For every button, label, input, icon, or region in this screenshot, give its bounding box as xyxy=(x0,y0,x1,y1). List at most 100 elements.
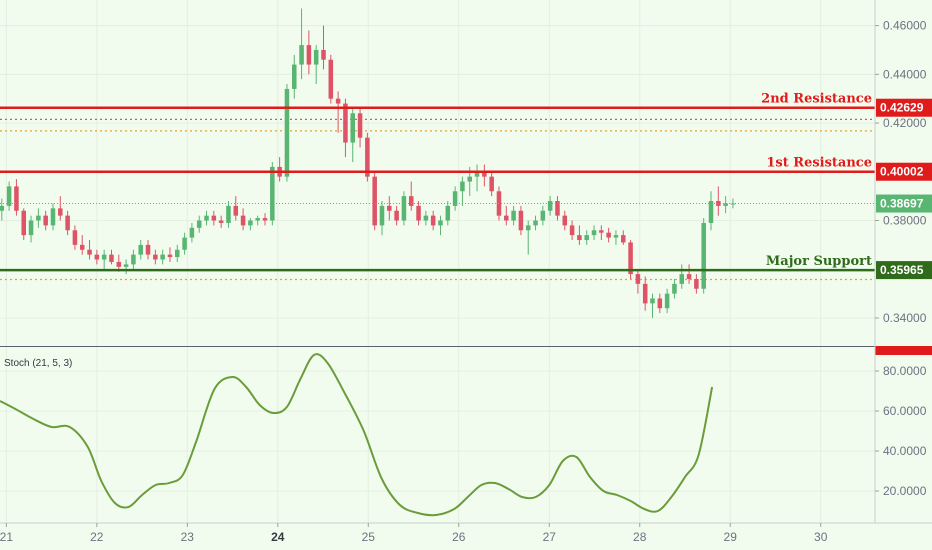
candle-body xyxy=(599,230,604,233)
candle-body xyxy=(321,49,326,60)
candle-up xyxy=(701,218,706,294)
time-tick-label: 27 xyxy=(543,530,557,544)
price-tick-label: 0.38000 xyxy=(883,214,927,228)
candle-body xyxy=(284,88,290,177)
time-tick-label: 28 xyxy=(633,530,647,544)
candle-down xyxy=(569,220,575,241)
candle-down xyxy=(365,132,370,182)
candlestick-series xyxy=(0,8,736,318)
candle-body xyxy=(547,201,553,211)
candle-up xyxy=(533,215,538,231)
candle-up xyxy=(36,208,41,228)
stoch-tick-label: 40.0000 xyxy=(883,444,927,458)
candle-body xyxy=(116,261,122,267)
candle-body xyxy=(211,215,217,221)
candle-body xyxy=(577,235,582,241)
candle-body xyxy=(672,283,677,294)
candle-body xyxy=(160,254,165,260)
candle-down xyxy=(577,225,582,245)
current-price-tag-text: 0.38697 xyxy=(880,197,924,211)
candle-up xyxy=(423,210,429,226)
candle-body xyxy=(189,227,195,238)
candle-down xyxy=(657,293,663,314)
price-axis: 0.46000 0.44000 0.42000 0.38000 0.34000 xyxy=(875,19,927,325)
candle-up xyxy=(474,164,480,192)
candle-up xyxy=(123,259,129,275)
candle-body xyxy=(109,254,114,262)
candle-up xyxy=(723,196,728,214)
candle-body xyxy=(21,210,27,236)
stoch-axis: 80.0000 60.0000 40.0000 20.0000 xyxy=(875,364,927,498)
candle-down xyxy=(145,240,151,260)
candle-body xyxy=(335,98,341,104)
candle-body xyxy=(430,215,436,226)
candle-body xyxy=(0,205,5,211)
level-label: 2nd Resistance xyxy=(761,92,872,107)
candle-body xyxy=(525,225,531,231)
candle-body xyxy=(313,49,319,65)
candle-down xyxy=(562,210,568,231)
candle-body xyxy=(613,235,619,238)
candle-body xyxy=(591,230,597,236)
time-tick-label: 24 xyxy=(271,530,285,544)
candle-up xyxy=(160,249,165,265)
level-price-tag xyxy=(876,98,932,117)
candle-body xyxy=(94,254,100,260)
time-axis: 21 22 23 24 25 26 27 28 29 30 xyxy=(0,523,828,544)
candle-down xyxy=(686,264,692,284)
level-label: 1st Resistance xyxy=(766,156,872,171)
candle-body xyxy=(328,59,334,99)
candle-down xyxy=(94,249,100,265)
candle-body xyxy=(145,244,151,255)
candle-body xyxy=(196,220,202,228)
candle-up xyxy=(6,181,12,211)
time-tick-label: 23 xyxy=(181,530,195,544)
candle-down xyxy=(262,213,268,226)
candle-up xyxy=(50,203,56,231)
candle-body xyxy=(58,208,63,216)
candle-up xyxy=(189,222,195,243)
stoch-tick-label: 20.0000 xyxy=(883,484,927,498)
candle-down xyxy=(599,225,604,241)
candle-body xyxy=(482,171,487,177)
candle-down xyxy=(306,30,312,75)
candle-body xyxy=(701,222,706,289)
candle-body xyxy=(204,215,209,221)
candle-body xyxy=(606,232,611,238)
candle-down xyxy=(109,249,114,265)
candle-body xyxy=(350,113,356,143)
level-label: Major Support xyxy=(766,254,872,269)
candle-down xyxy=(14,179,19,216)
pane-divider xyxy=(0,346,875,347)
candle-body xyxy=(679,274,685,284)
candle-body xyxy=(306,45,312,65)
time-tick-label: 21 xyxy=(0,530,13,544)
candle-body xyxy=(694,278,699,289)
candle-down xyxy=(79,235,85,255)
candle-body xyxy=(270,166,275,221)
candle-body xyxy=(635,274,641,284)
candle-body xyxy=(233,205,239,216)
candle-body xyxy=(511,210,516,221)
candle-body xyxy=(14,186,19,211)
candle-up xyxy=(547,196,553,216)
candle-up xyxy=(291,54,297,99)
candle-up xyxy=(452,186,458,211)
candle-body xyxy=(657,298,663,309)
candle-up xyxy=(101,249,107,270)
candle-up xyxy=(438,215,443,236)
candle-down xyxy=(72,225,78,250)
level-price-tag xyxy=(876,162,932,181)
candle-up xyxy=(196,215,202,233)
candle-down xyxy=(240,208,246,231)
candle-down xyxy=(408,181,414,211)
candle-up xyxy=(175,244,180,262)
candle-down xyxy=(430,210,436,231)
price-grid xyxy=(0,0,875,346)
stoch-line xyxy=(0,353,714,517)
candle-down xyxy=(58,196,63,221)
candle-body xyxy=(642,283,648,304)
candle-body xyxy=(474,171,480,177)
candle-up xyxy=(679,264,685,289)
candle-body xyxy=(262,218,268,221)
